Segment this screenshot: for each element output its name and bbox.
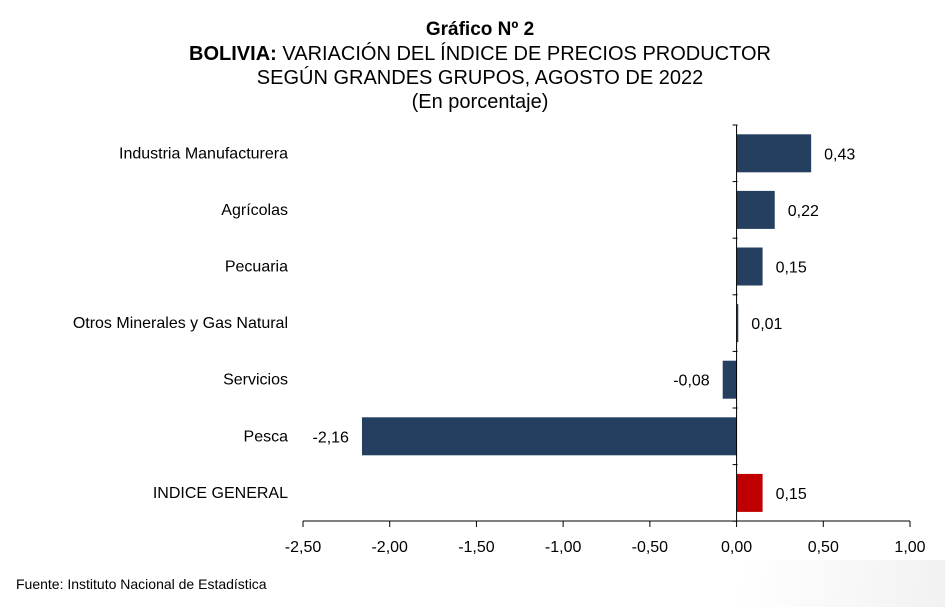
bar [736,190,775,229]
chart-subtitle: SEGÚN GRANDES GRUPOS, AGOSTO DE 2022 [256,67,704,89]
data-label: 0,15 [776,486,807,503]
x-tick-label: 0,50 [808,539,839,556]
data-label: 0,01 [751,316,782,333]
bar [736,247,763,286]
chart-title-country: BOLIVIA: [189,43,277,65]
category-label: Pesca [244,428,289,445]
category-label: INDICE GENERAL [153,485,288,502]
category-label: Pecuaria [225,259,288,276]
x-tick-label: -0,50 [632,539,669,556]
chart-title-text: VARIACIÓN DEL ÍNDICE DE PRECIOS PRODUCTO… [276,43,771,65]
data-label: -0,08 [673,373,710,390]
bar [361,417,737,456]
chart-title: BOLIVIA: VARIACIÓN DEL ÍNDICE DE PRECIOS… [0,42,945,66]
bar [736,304,739,343]
category-label: Otros Minerales y Gas Natural [73,315,288,332]
bar [736,134,812,173]
x-tick-label: 1,00 [894,539,925,556]
data-label: 0,22 [788,203,819,220]
x-tick-label: -1,00 [545,539,582,556]
data-label: 0,15 [776,260,807,277]
category-label: Industria Manufacturera [119,145,288,162]
chart-number: Gráfico Nº 2 [425,19,535,40]
category-label: Servicios [223,372,288,389]
bar [736,473,763,512]
source-note: Fuente: Instituto Nacional de Estadístic… [16,576,267,592]
x-tick-label: -2,00 [371,539,408,556]
data-label: 0,43 [824,146,855,163]
chart-titles: Gráfico Nº 2 BOLIVIA: VARIACIÓN DEL ÍNDI… [0,18,945,114]
bar [722,360,737,399]
chart-unit: (En porcentaje) [411,91,549,113]
data-label: -2,16 [312,429,349,446]
x-tick-label: -1,50 [458,539,495,556]
x-tick-label: 0,00 [721,539,752,556]
x-tick-label: -2,50 [285,539,322,556]
category-label: Agrícolas [221,202,288,219]
background-decoration [740,560,945,607]
